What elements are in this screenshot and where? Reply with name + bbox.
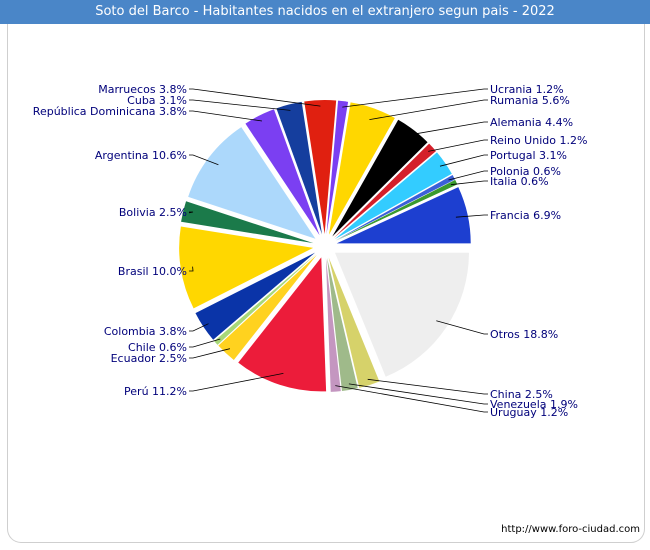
- pie-slice-cuba: [276, 101, 323, 235]
- leader-line-otros: [436, 320, 488, 335]
- leader-line-argentina: [189, 154, 219, 166]
- pie-slice-republica-dominicana: [245, 109, 320, 236]
- source-credit: http://www.foro-ciudad.com: [501, 524, 640, 535]
- pie-slice-francia: [336, 187, 471, 244]
- pie-slice-bolivia: [181, 201, 314, 244]
- pie-slice-colombia: [195, 252, 316, 340]
- leader-line-ecuador: [189, 348, 230, 359]
- slice-label-rumania: Rumania 5.6%: [490, 94, 570, 107]
- leader-line-italia: [450, 180, 488, 186]
- slice-label-china: China 2.5%: [490, 388, 553, 401]
- leader-line-rumania: [369, 99, 488, 120]
- pie-slice-portugal: [334, 152, 452, 240]
- leader-line-uruguay: [335, 385, 488, 413]
- slice-label-chile: Chile 0.6%: [128, 341, 187, 354]
- slice-label-argentina: Argentina 10.6%: [95, 149, 187, 162]
- leader-line-marruecos: [189, 88, 321, 107]
- leader-line-peru: [189, 373, 284, 392]
- slice-label-ecuador: Ecuador 2.5%: [111, 352, 187, 365]
- slice-label-alemania: Alemania 4.4%: [490, 116, 573, 129]
- pie-slice-peru: [238, 257, 327, 392]
- pie-slice-venezuela: [327, 257, 358, 391]
- slice-label-uruguay: Uruguay 1.2%: [490, 406, 568, 419]
- leader-line-colombia: [189, 323, 209, 332]
- pie-slice-italia: [335, 179, 458, 241]
- pie-slice-argentina: [188, 127, 316, 239]
- leader-line-ucrania: [342, 88, 488, 108]
- leader-line-francia: [455, 214, 488, 218]
- leader-line-china: [367, 378, 488, 395]
- slices-layer: [179, 100, 471, 392]
- slice-label-bolivia: Bolivia 2.5%: [119, 206, 187, 219]
- leaders-layer: [188, 88, 488, 413]
- slice-label-francia: Francia 6.9%: [490, 209, 561, 222]
- leader-line-chile: [189, 338, 221, 348]
- leader-line-brasil: [189, 266, 194, 272]
- leader-line-polonia: [448, 170, 488, 181]
- slice-label-polonia: Polonia 0.6%: [490, 165, 561, 178]
- slice-label-portugal: Portugal 3.1%: [490, 149, 567, 162]
- leader-line-reino-unido: [428, 139, 488, 152]
- leader-line-bolivia: [188, 211, 194, 214]
- slice-label-italia: Italia 0.6%: [490, 175, 549, 188]
- pie-slice-alemania: [332, 119, 428, 237]
- leader-line-republica-dominicana: [189, 110, 263, 122]
- pie-slice-china: [328, 257, 380, 388]
- pie-slice-marruecos: [304, 100, 337, 235]
- slice-label-ucrania: Ucrania 1.2%: [490, 83, 564, 96]
- pie-slice-polonia: [335, 175, 455, 241]
- pie-slice-brasil: [179, 226, 314, 309]
- pie-slice-ucrania: [326, 100, 349, 235]
- leader-line-alemania: [409, 121, 488, 136]
- labels-layer: Francia 6.9% Italia 0.6%Polonia 0.6% Portu…: [33, 83, 588, 419]
- leader-line-cuba: [189, 99, 291, 111]
- slice-label-marruecos: Marruecos 3.8%: [98, 83, 187, 96]
- slice-label-otros: Otros 18.8%: [490, 328, 558, 341]
- chart-title: Soto del Barco - Habitantes nacidos en e…: [0, 0, 650, 24]
- pie-slice-ecuador: [218, 254, 317, 360]
- slice-label-colombia: Colombia 3.8%: [104, 325, 187, 338]
- pie-slice-rumania: [328, 102, 395, 235]
- slice-label-venezuela: Venezuela 1.9%: [490, 398, 578, 411]
- leader-line-portugal: [439, 154, 488, 167]
- leader-line-venezuela: [348, 383, 488, 405]
- slice-label-republica-dominicana: República Dominicana 3.8%: [33, 105, 187, 118]
- pie-slice-otros: [334, 252, 469, 377]
- slice-label-reino-unido: Reino Unido 1.2%: [490, 134, 587, 147]
- pie-slice-uruguay: [325, 257, 341, 392]
- slice-label-brasil: Brasil 10.0%: [118, 265, 187, 278]
- pie-slice-reino-unido: [333, 143, 436, 238]
- slice-label-peru: Perú 11.2%: [124, 385, 187, 398]
- pie-slice-chile: [214, 253, 317, 345]
- slice-label-cuba: Cuba 3.1%: [127, 94, 187, 107]
